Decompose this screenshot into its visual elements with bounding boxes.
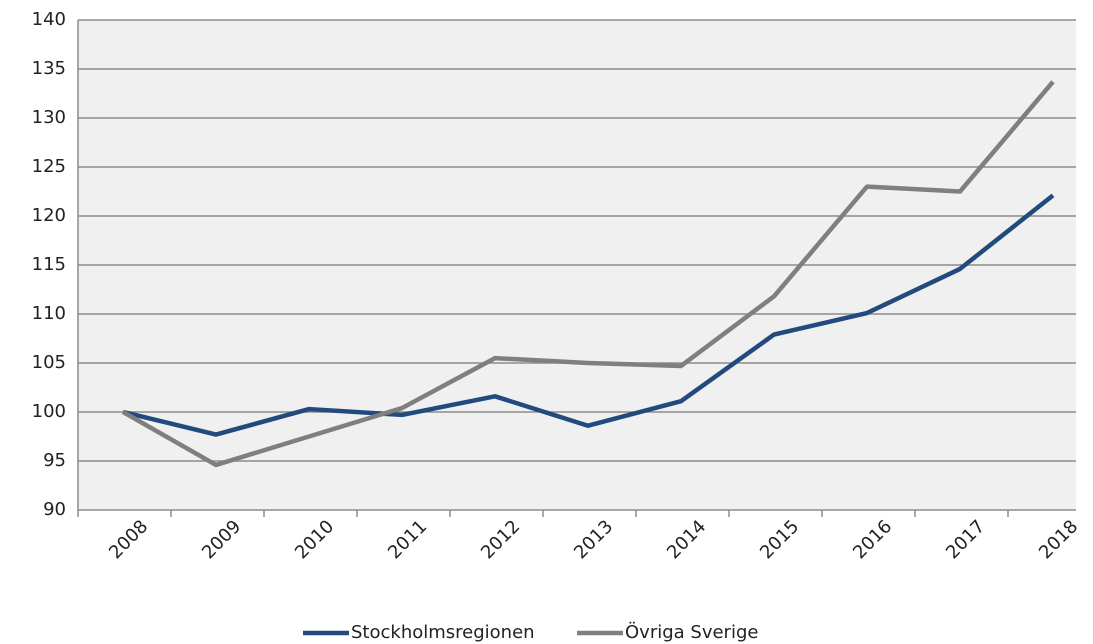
y-tick-label: 110 <box>32 303 66 324</box>
line-series <box>121 80 1055 468</box>
line-series <box>122 193 1055 437</box>
y-tick-label: 95 <box>43 450 66 471</box>
x-tick-label: 2018 <box>1035 516 1082 563</box>
x-tick-label: 2008 <box>105 516 152 563</box>
legend-label: Övriga Sverige <box>625 621 758 643</box>
y-tick-label: 135 <box>32 58 66 79</box>
y-tick-label: 105 <box>32 352 66 373</box>
y-tick-label: 130 <box>32 107 66 128</box>
x-tick-label: 2016 <box>849 516 896 563</box>
x-tick-label: 2015 <box>756 516 803 563</box>
x-tick-label: 2013 <box>570 516 617 563</box>
x-tick-label: 2014 <box>663 516 710 563</box>
x-tick-label: 2012 <box>477 516 524 563</box>
y-tick-label: 125 <box>32 156 66 177</box>
y-tick-label: 115 <box>32 254 66 275</box>
y-tick-label: 120 <box>32 205 66 226</box>
x-tick-label: 2017 <box>942 516 989 563</box>
y-tick-label: 140 <box>32 9 66 30</box>
y-tick-label: 90 <box>43 499 66 520</box>
y-tick-label: 100 <box>32 401 66 422</box>
x-tick-label: 2011 <box>384 516 431 563</box>
legend-label: Stockholmsregionen <box>351 622 535 643</box>
x-tick-label: 2010 <box>291 516 338 563</box>
x-tick-label: 2009 <box>198 516 245 563</box>
